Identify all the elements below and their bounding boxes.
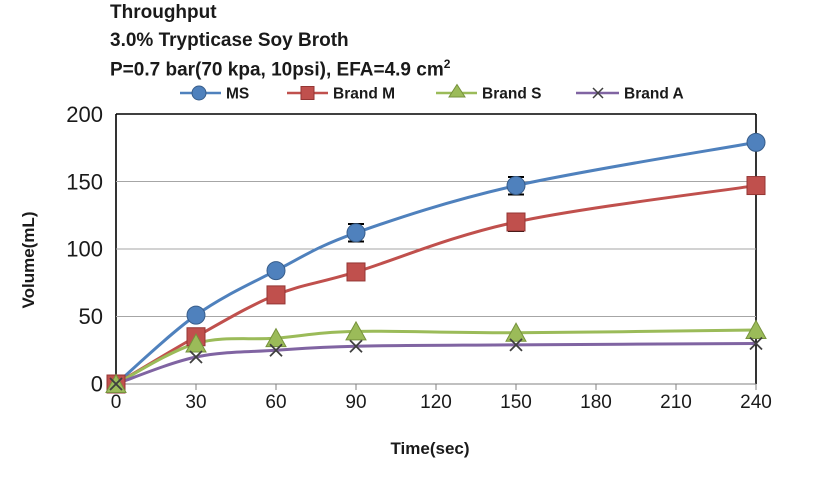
svg-text:150: 150 xyxy=(66,170,103,195)
svg-text:0: 0 xyxy=(91,372,103,397)
svg-text:0: 0 xyxy=(111,392,122,413)
svg-text:Brand A: Brand A xyxy=(624,86,684,103)
svg-text:150: 150 xyxy=(500,392,532,413)
svg-text:MS: MS xyxy=(226,86,249,103)
svg-text:30: 30 xyxy=(185,392,206,413)
svg-text:200: 200 xyxy=(66,102,103,127)
svg-text:100: 100 xyxy=(66,237,103,262)
svg-text:90: 90 xyxy=(345,392,366,413)
svg-text:50: 50 xyxy=(79,304,103,329)
svg-text:120: 120 xyxy=(420,392,452,413)
svg-text:60: 60 xyxy=(265,392,286,413)
svg-text:210: 210 xyxy=(660,392,692,413)
svg-text:240: 240 xyxy=(740,392,772,413)
svg-text:Brand S: Brand S xyxy=(482,86,541,103)
svg-text:Brand M: Brand M xyxy=(333,86,395,103)
svg-text:180: 180 xyxy=(580,392,612,413)
